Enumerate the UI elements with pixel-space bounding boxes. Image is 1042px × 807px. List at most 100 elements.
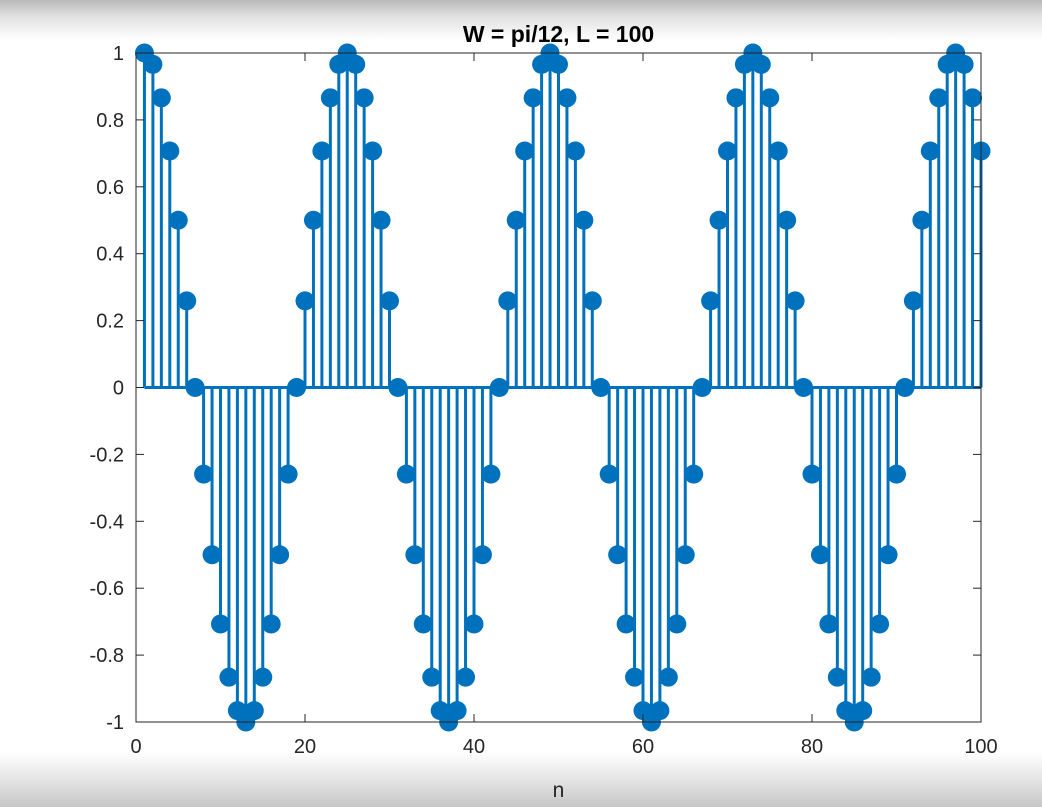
stem-marker xyxy=(185,378,205,397)
y-tick-label: 0.8 xyxy=(96,110,124,132)
stem-marker xyxy=(447,701,467,721)
stem-marker xyxy=(312,141,332,161)
stem-marker xyxy=(963,88,983,108)
stem-marker xyxy=(870,614,890,634)
x-tick-label: 0 xyxy=(130,736,141,758)
stem-marker xyxy=(422,667,442,687)
x-tick-label: 80 xyxy=(801,736,823,758)
stem-marker xyxy=(599,464,619,484)
stem-marker xyxy=(684,464,704,484)
chart-title: W = pi/12, L = 100 xyxy=(463,21,654,47)
x-tick-label: 100 xyxy=(964,736,997,758)
y-tick-label: 0.6 xyxy=(96,177,124,199)
stem-marker xyxy=(168,210,188,230)
stem-marker xyxy=(346,54,366,74)
stem-marker xyxy=(472,545,492,565)
stem-marker xyxy=(371,210,391,230)
y-tick-label: -1 xyxy=(106,712,124,734)
stem-marker xyxy=(211,614,230,634)
stem-marker xyxy=(718,141,737,161)
stem-marker xyxy=(709,210,729,230)
stem-marker xyxy=(506,210,526,230)
stem-marker xyxy=(489,378,509,397)
stem-marker xyxy=(405,545,425,565)
stem-marker xyxy=(303,210,323,230)
stem-marker xyxy=(929,88,949,108)
stem-marker xyxy=(295,291,315,311)
stem-marker xyxy=(219,667,239,687)
stem-marker xyxy=(616,614,636,634)
ticks-layer xyxy=(135,52,982,723)
stem-marker xyxy=(557,88,577,108)
stem-marker xyxy=(954,54,974,74)
stem-marker xyxy=(760,88,780,108)
markers-layer xyxy=(134,43,991,732)
stem-marker xyxy=(143,54,163,74)
stem-marker xyxy=(278,464,298,484)
x-axis-label: n xyxy=(553,779,565,802)
stem-marker xyxy=(650,701,670,721)
stem-marker xyxy=(244,701,264,721)
stem-marker xyxy=(802,464,822,484)
stem-marker xyxy=(354,88,374,108)
stem-marker xyxy=(768,141,788,161)
stem-marker xyxy=(777,210,797,230)
stem-marker xyxy=(523,88,543,108)
stem-marker xyxy=(515,141,535,161)
stem-marker xyxy=(701,291,721,311)
stem-marker xyxy=(287,378,307,397)
stem-marker xyxy=(253,667,273,687)
y-tick-label: -0.8 xyxy=(90,645,124,667)
stem-marker xyxy=(574,210,594,230)
y-tick-label: 0.2 xyxy=(96,311,124,333)
stem-marker xyxy=(903,291,923,311)
stem-marker xyxy=(388,378,408,397)
x-tick-label: 20 xyxy=(294,736,316,758)
stem-marker xyxy=(261,614,281,634)
tick-labels-layer: 0 20 40 60 80 100 1 0.8 0.6 0.4 0.2 0 -0.2 -0.4 -0.6 -0… xyxy=(90,43,998,758)
stem-marker xyxy=(591,378,611,397)
stem-marker xyxy=(151,88,171,108)
stem-marker xyxy=(194,464,214,484)
stem-marker xyxy=(177,291,197,311)
stem-marker xyxy=(810,545,830,565)
stem-marker xyxy=(320,88,340,108)
y-tick-label: 1 xyxy=(113,43,124,65)
stem-marker xyxy=(827,667,847,687)
stem-marker xyxy=(692,378,712,397)
stem-marker xyxy=(895,378,915,397)
stem-marker xyxy=(785,291,805,311)
stem-marker xyxy=(658,667,678,687)
stem-marker xyxy=(625,667,645,687)
stem-marker xyxy=(726,88,746,108)
stem-marker xyxy=(464,614,484,634)
stem-marker xyxy=(794,378,814,397)
stem-marker xyxy=(751,54,771,74)
stem-marker xyxy=(380,291,399,311)
x-tick-label: 60 xyxy=(632,736,654,758)
stem-marker xyxy=(878,545,898,565)
stem-marker xyxy=(582,291,602,311)
stem-marker xyxy=(861,667,881,687)
stem-marker xyxy=(608,545,628,565)
stem-marker xyxy=(363,141,383,161)
stem-marker xyxy=(920,141,940,161)
stem-marker xyxy=(413,614,433,634)
y-tick-label: -0.2 xyxy=(90,444,124,466)
stem-marker xyxy=(912,210,932,230)
stem-marker xyxy=(549,54,568,74)
stem-marker xyxy=(160,141,180,161)
y-tick-label: -0.6 xyxy=(90,578,124,600)
stem-marker xyxy=(887,464,906,484)
stem-marker xyxy=(270,545,290,565)
stem-marker xyxy=(396,464,416,484)
stem-marker xyxy=(456,667,476,687)
stem-marker xyxy=(675,545,695,565)
stem-marker xyxy=(667,614,687,634)
y-tick-label: -0.4 xyxy=(90,511,124,533)
stem-marker xyxy=(853,701,873,721)
stem-marker xyxy=(481,464,501,484)
x-tick-label: 40 xyxy=(463,736,485,758)
